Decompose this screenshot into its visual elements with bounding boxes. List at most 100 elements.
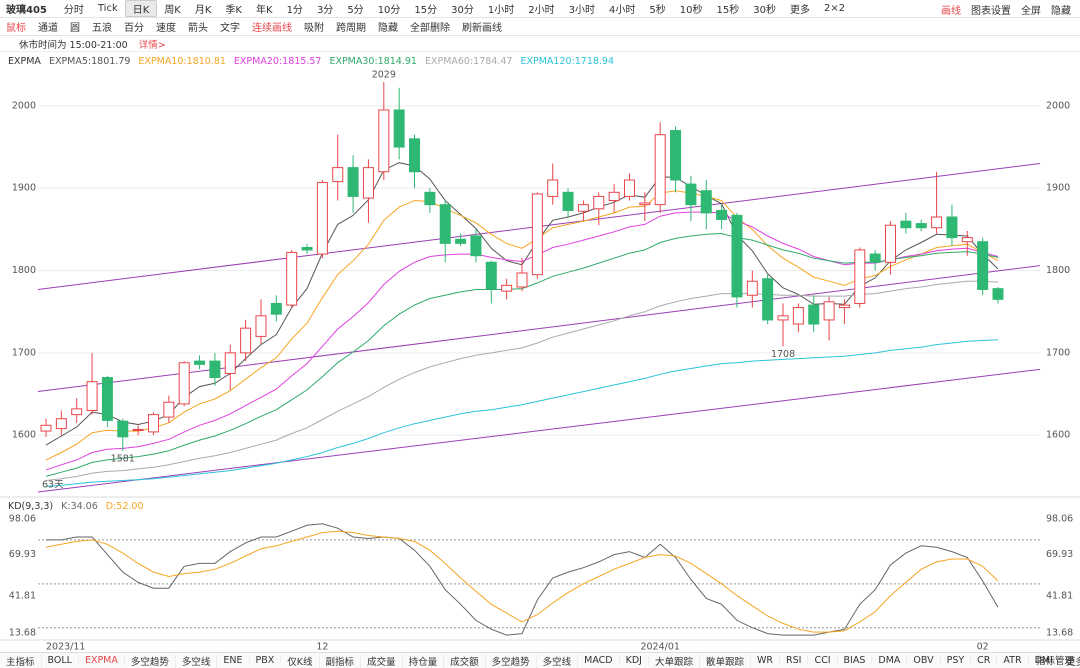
- legend-entry: EXPMA30:1814.91: [329, 55, 417, 67]
- indicator-tab[interactable]: 仅K线: [281, 653, 320, 668]
- indicator-tab[interactable]: DMA: [872, 655, 908, 666]
- tool-button[interactable]: 图表设置: [971, 5, 1011, 17]
- indicator-tab[interactable]: BOLL: [42, 655, 79, 666]
- indicator-tab[interactable]: ENE: [217, 655, 250, 666]
- candle-body: [439, 204, 451, 244]
- indicator-tab[interactable]: BIAS: [838, 655, 873, 666]
- indicator-tab[interactable]: CR: [971, 655, 998, 666]
- period-button[interactable]: 日K: [124, 0, 158, 17]
- period-button[interactable]: 5分: [347, 5, 364, 16]
- period-button[interactable]: 3分: [316, 5, 334, 16]
- indicator-tab[interactable]: 大单跟踪: [649, 653, 700, 668]
- draw-tool[interactable]: 圆: [70, 23, 80, 34]
- period-button[interactable]: 年K: [256, 5, 273, 16]
- indicator-manage[interactable]: 指标管理: [1036, 652, 1074, 668]
- indicator-tab[interactable]: 更多>: [1060, 654, 1080, 668]
- period-button[interactable]: 30秒: [753, 5, 776, 16]
- tool-button[interactable]: 全屏: [1021, 5, 1041, 17]
- tool-button[interactable]: 画线: [941, 5, 961, 17]
- indicator-tab[interactable]: ATR: [997, 655, 1029, 666]
- draw-tool[interactable]: 吸附: [304, 23, 324, 34]
- indicator-tab[interactable]: KDJ: [620, 655, 649, 666]
- draw-tool[interactable]: 五浪: [92, 23, 112, 34]
- draw-tool[interactable]: 刷新画线: [462, 23, 502, 34]
- candle-body: [516, 272, 528, 288]
- candle-body: [316, 181, 328, 255]
- indicator-tab[interactable]: PBX: [250, 655, 282, 666]
- notice-link[interactable]: 详情>: [138, 39, 166, 51]
- candle-body: [40, 424, 52, 432]
- indicator-tab[interactable]: 多空趋势: [486, 653, 537, 668]
- candle-body: [623, 179, 635, 197]
- indicator-tab[interactable]: PSY: [941, 655, 972, 666]
- period-button[interactable]: 3小时: [568, 5, 596, 16]
- indicator-tab[interactable]: DMI: [1029, 655, 1060, 666]
- period-button[interactable]: 1分: [286, 5, 303, 16]
- period-button[interactable]: 30分: [451, 5, 474, 16]
- indicator-tab[interactable]: OBV: [907, 655, 941, 666]
- indicator-tab[interactable]: 持仓量: [403, 653, 445, 668]
- indicator-tab[interactable]: 多空线: [537, 653, 579, 668]
- y-tick-label: 69.93: [1046, 549, 1073, 560]
- draw-tool[interactable]: 鼠标: [6, 23, 26, 34]
- candle-body: [132, 428, 144, 431]
- candle-body: [209, 360, 221, 379]
- indicator-name[interactable]: EXPMA: [8, 55, 41, 67]
- period-button[interactable]: 10分: [377, 5, 401, 16]
- indicator-tab[interactable]: 多空线: [176, 653, 218, 668]
- candle-body: [762, 278, 774, 321]
- indicator-tab[interactable]: WR: [751, 655, 780, 666]
- notice: 休市时间为 15:00-21:00 详情>: [0, 36, 1080, 52]
- indicator-tab[interactable]: MACD: [578, 655, 620, 666]
- period-button[interactable]: Tick: [97, 3, 118, 14]
- draw-tool[interactable]: 跨周期: [336, 23, 366, 34]
- period-button[interactable]: 分时: [63, 5, 84, 16]
- candle-body: [424, 191, 436, 206]
- indicator-tab[interactable]: 散单跟踪: [700, 653, 751, 668]
- legend-entry: EXPMA20:1815.57: [233, 55, 322, 67]
- indicator-tab[interactable]: CCI: [808, 655, 838, 666]
- period-button[interactable]: 4小时: [609, 5, 636, 16]
- draw-tool[interactable]: 隐藏: [378, 23, 398, 34]
- indicator-tab[interactable]: 成交额: [444, 653, 486, 668]
- draw-tool[interactable]: 连续画线: [252, 23, 292, 34]
- candle-body: [639, 202, 651, 206]
- period-button[interactable]: 5秒: [649, 5, 666, 16]
- indicator-tab[interactable]: 成交量: [361, 653, 403, 668]
- period-button[interactable]: 1小时: [487, 5, 515, 16]
- y-tick-label: 2000: [1046, 100, 1070, 111]
- indicator-tab[interactable]: 副指标: [320, 653, 362, 668]
- y-tick-label: 2000: [12, 100, 36, 111]
- indicator-manage-label[interactable]: 指标管理: [1035, 656, 1074, 667]
- indicator-tab[interactable]: 主指标: [0, 653, 42, 668]
- period-button[interactable]: 更多: [789, 5, 810, 16]
- period-button[interactable]: 周K: [164, 5, 181, 16]
- kd-line: [46, 523, 999, 636]
- candle-body: [455, 238, 467, 244]
- candle-body: [194, 360, 206, 365]
- draw-tool[interactable]: 百分: [124, 23, 144, 34]
- candle-body: [470, 235, 482, 257]
- draw-tool[interactable]: 速度: [156, 23, 176, 34]
- low-label: 1581: [111, 453, 135, 464]
- draw-tool[interactable]: 文字: [220, 23, 240, 34]
- period-button[interactable]: 15分: [414, 5, 438, 16]
- period-button[interactable]: 月K: [194, 5, 212, 16]
- period-button[interactable]: 10秒: [679, 5, 703, 16]
- period-button[interactable]: 15秒: [716, 5, 740, 16]
- candle-body: [178, 362, 190, 405]
- y-tick-label: 1700: [12, 347, 36, 358]
- indicator-tab[interactable]: 多空趋势: [125, 653, 176, 668]
- indicator-name[interactable]: KD(9,3,3): [8, 500, 54, 512]
- low-label: 1708: [771, 349, 795, 360]
- period-button[interactable]: 季K: [225, 5, 242, 16]
- indicator-tab[interactable]: RSI: [780, 655, 809, 666]
- draw-tool[interactable]: 箭头: [188, 23, 208, 34]
- tool-button[interactable]: 隐藏: [1051, 5, 1071, 17]
- period-button[interactable]: 2小时: [528, 5, 555, 16]
- indicator-tab[interactable]: EXPMA: [79, 655, 125, 666]
- symbol[interactable]: 玻璃405: [6, 5, 47, 16]
- draw-tool[interactable]: 全部删除: [410, 23, 450, 34]
- period-button[interactable]: 2×2: [823, 3, 846, 14]
- draw-tool[interactable]: 通道: [38, 23, 58, 34]
